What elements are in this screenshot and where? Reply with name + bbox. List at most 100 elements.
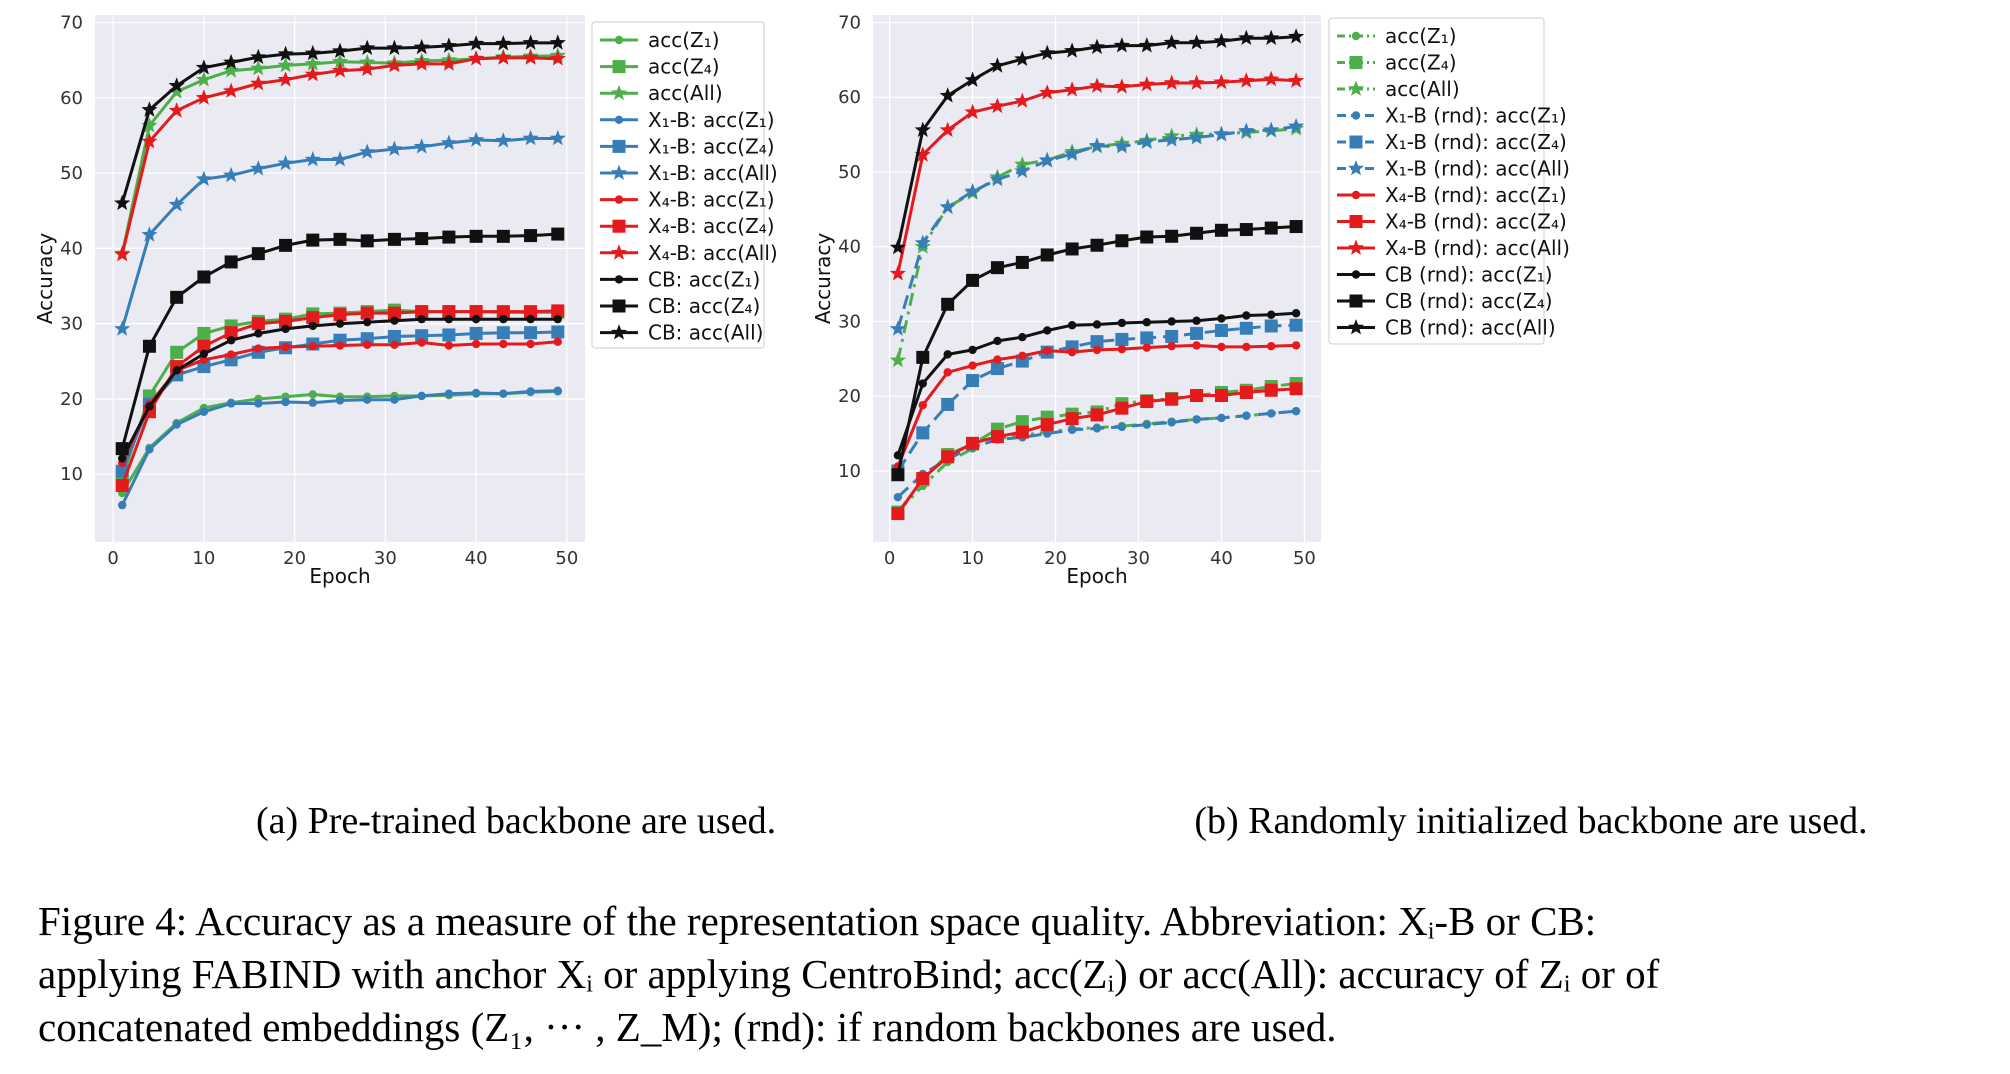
legend-box [1328,17,1545,345]
data-point [1214,223,1228,237]
data-point [308,398,317,407]
series-12 [114,34,566,211]
data-point [499,389,508,398]
data-point [1043,429,1052,438]
data-point [304,66,321,82]
legend-entry: X₁-B (rnd): acc(All) [1337,157,1570,181]
data-point [495,35,512,51]
data-point [1213,73,1230,90]
data-point [226,336,236,345]
legend-label: X₁-B (rnd): acc(All) [1385,157,1570,181]
data-point [195,170,212,186]
data-point [471,314,481,324]
y-tick-label: 50 [60,163,83,184]
data-point [468,50,485,66]
series-6 [889,117,1305,336]
data-point [115,479,129,493]
legend-marker [610,84,628,101]
legend-marker [1351,31,1361,41]
data-point [1065,412,1079,426]
data-point [359,143,376,159]
data-point [1067,425,1077,435]
data-point [526,314,535,324]
data-point [1163,131,1180,147]
data-point [1142,318,1151,327]
data-point [1242,411,1251,420]
legend-label: X₄-B: acc(Z₁) [648,188,775,212]
data-point [526,339,535,349]
data-point [195,71,212,87]
x-tick-label: 40 [465,548,488,569]
data-point [114,194,131,211]
data-point [524,326,538,340]
data-point [1142,420,1151,429]
legend-marker [612,60,626,74]
data-point [496,229,510,243]
data-point [1092,320,1102,329]
data-point [141,133,158,149]
data-point [1192,316,1201,325]
data-point [1067,321,1077,330]
data-point [417,314,426,324]
data-point [387,329,401,343]
legend-entry: CB (rnd): acc(Z₁) [1337,263,1553,287]
data-point [281,342,290,352]
data-point [1239,385,1253,399]
legend-label: X₁-B (rnd): acc(Z₁) [1385,104,1567,128]
data-point [1090,335,1104,349]
data-point [889,265,906,281]
data-point [889,239,906,255]
data-point [1238,29,1255,45]
data-point [145,445,154,454]
data-point [469,229,483,243]
data-point [1015,255,1029,269]
data-point [1217,413,1226,423]
data-point [1064,145,1081,161]
data-point [308,342,317,351]
data-point [1214,323,1228,337]
data-point [279,314,293,328]
data-point [1115,234,1129,248]
legend-entry: X₁-B: acc(All) [600,161,778,185]
data-point [1090,408,1104,422]
data-point [1291,341,1301,350]
data-point [1043,326,1052,335]
y-tick-label: 70 [838,12,861,33]
data-point [1165,329,1179,343]
legend-marker [1349,215,1363,228]
y-tick-label: 20 [60,389,83,410]
data-point [914,234,931,250]
data-point [1163,74,1180,90]
data-point [1015,415,1029,429]
legend-label: acc(All) [648,81,723,105]
data-point [553,386,562,395]
legend-entry: acc(Z₄) [600,55,720,79]
data-point [1267,409,1276,418]
caption-line: concatenated embeddings (Z₁, ··· , Z_M);… [38,1004,1337,1050]
data-point [333,308,347,322]
data-point [440,37,457,53]
data-point [966,374,980,388]
data-point [250,60,267,76]
legend-marker [1349,56,1363,69]
legend-box [591,21,765,349]
data-point [1039,152,1056,168]
legend-entry: acc(Z₁) [1337,24,1457,48]
data-point [141,117,158,133]
data-point [1088,77,1106,93]
data-point [360,306,374,320]
data-point [1263,121,1280,137]
data-point [1289,220,1303,234]
x-tick-label: 20 [283,548,306,569]
data-point [1117,318,1127,328]
subcaption-a: (a) Pre-trained backbone are used. [256,800,776,842]
y-tick-label: 20 [838,386,861,407]
data-point [918,379,927,388]
data-point [889,320,906,336]
data-point [1117,344,1127,354]
data-point [468,131,485,147]
data-point [386,56,403,73]
data-point [250,75,267,91]
legend-entry: acc(Z₄) [1337,51,1457,75]
legend-label: X₁-B: acc(Z₄) [648,134,775,158]
